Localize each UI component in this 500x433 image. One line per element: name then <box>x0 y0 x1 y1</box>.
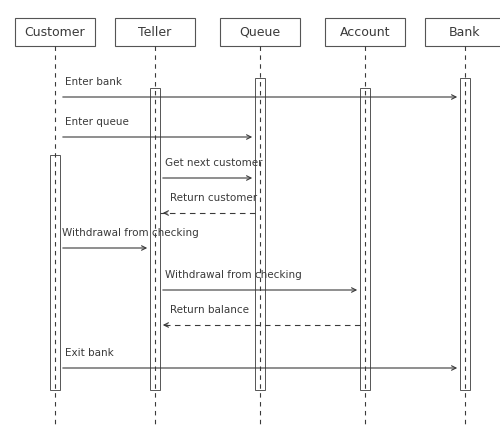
Bar <box>115 18 195 46</box>
Text: Customer: Customer <box>24 26 86 39</box>
Text: Withdrawal from checking: Withdrawal from checking <box>165 270 302 280</box>
Bar <box>360 88 370 390</box>
Text: Return balance: Return balance <box>170 305 249 315</box>
Text: Queue: Queue <box>240 26 281 39</box>
Bar <box>460 78 470 390</box>
Text: Return customer: Return customer <box>170 193 257 203</box>
Text: Enter bank: Enter bank <box>65 77 122 87</box>
Bar <box>325 18 405 46</box>
Bar <box>220 18 300 46</box>
Text: Bank: Bank <box>449 26 481 39</box>
Text: Enter queue: Enter queue <box>65 117 129 127</box>
Bar <box>255 78 265 390</box>
Bar <box>425 18 500 46</box>
Text: Get next customer: Get next customer <box>165 158 262 168</box>
Text: Withdrawal from checking: Withdrawal from checking <box>62 228 199 238</box>
Text: Exit bank: Exit bank <box>65 348 114 358</box>
Text: Account: Account <box>340 26 390 39</box>
Bar <box>50 155 60 390</box>
Text: Teller: Teller <box>138 26 172 39</box>
Bar <box>150 88 160 390</box>
Bar <box>15 18 95 46</box>
